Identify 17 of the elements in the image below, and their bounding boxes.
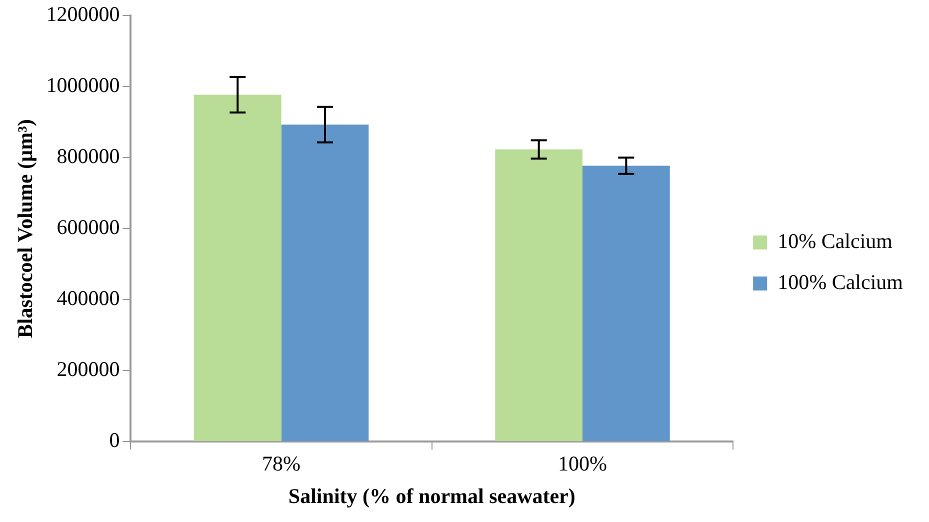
bar xyxy=(495,149,583,442)
y-tick-label: 200000 xyxy=(56,357,120,382)
bar xyxy=(281,124,369,442)
y-axis-title: Blastocoel Volume (µm³) xyxy=(13,119,38,338)
y-tick-label: 1000000 xyxy=(46,73,120,98)
x-tick-label: 78% xyxy=(262,452,301,476)
x-axis-title: Salinity (% of normal seawater) xyxy=(288,484,576,508)
y-tick-label: 800000 xyxy=(56,144,120,168)
y-tick-label: 1200000 xyxy=(46,2,120,26)
legend-label: 10% Calcium xyxy=(778,229,893,254)
y-tick-label: 400000 xyxy=(56,286,120,310)
y-tick-label: 0 xyxy=(109,428,120,452)
bar xyxy=(582,166,670,442)
legend-label: 100% Calcium xyxy=(778,270,904,294)
y-tick-label: 600000 xyxy=(56,215,120,240)
bar xyxy=(194,94,282,442)
x-tick-label: 100% xyxy=(558,452,608,476)
